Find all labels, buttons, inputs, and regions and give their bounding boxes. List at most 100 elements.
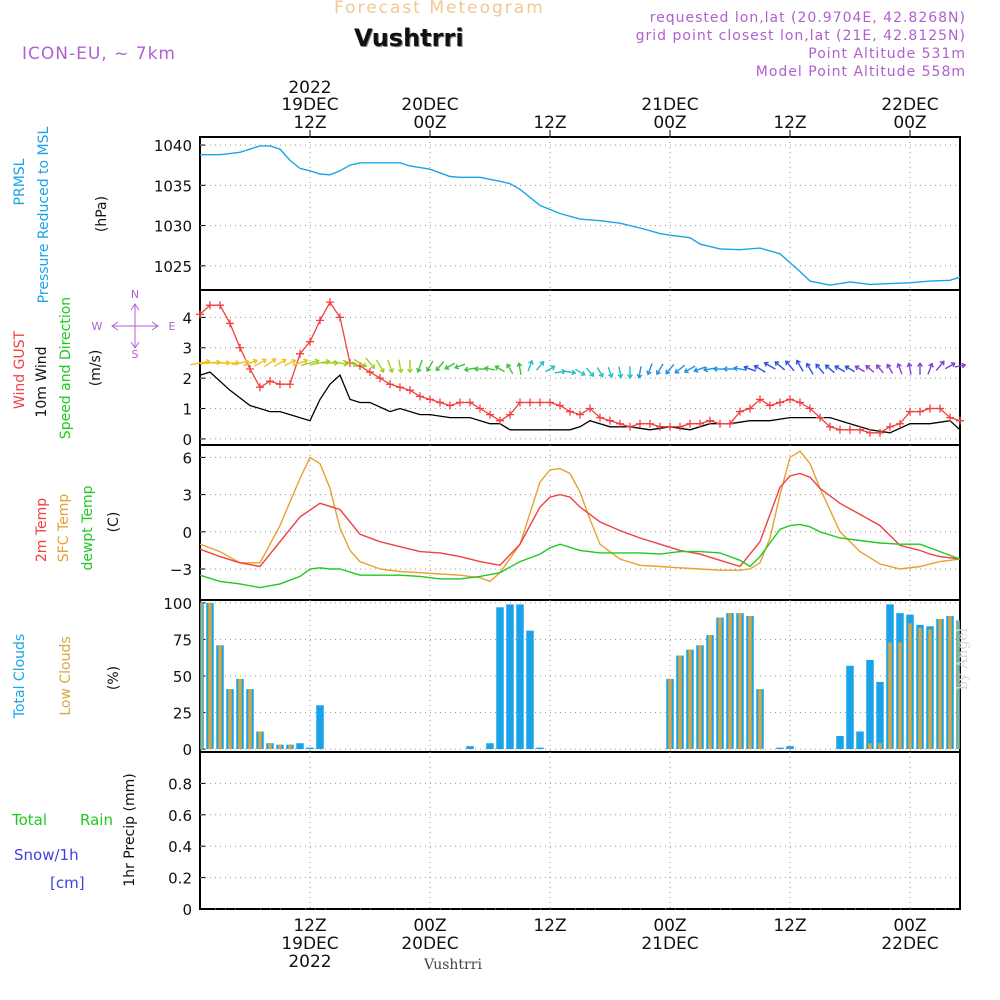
gust-marker bbox=[606, 416, 614, 425]
wind-arrow bbox=[815, 363, 825, 375]
gust-marker bbox=[726, 419, 734, 428]
wind-arrowhead bbox=[216, 359, 222, 366]
gust-marker bbox=[656, 422, 664, 431]
gust-marker bbox=[396, 383, 404, 392]
wind-arrow bbox=[607, 366, 613, 378]
gust-marker bbox=[476, 404, 484, 413]
low-cloud-bar bbox=[948, 616, 952, 750]
gust-marker bbox=[546, 398, 554, 407]
wind-arrow bbox=[694, 366, 706, 372]
dewpt-label: dewpt Temp bbox=[80, 485, 96, 570]
low-cloud-bar bbox=[748, 616, 752, 750]
wind-arrow bbox=[231, 360, 249, 366]
wind-arrowhead bbox=[824, 364, 830, 370]
ytick-label: 50 bbox=[173, 668, 192, 686]
top-date-label: 21DEC bbox=[641, 95, 698, 115]
gust-marker bbox=[276, 380, 284, 389]
total-cloud-bar bbox=[296, 743, 304, 750]
gust-marker bbox=[856, 425, 864, 434]
wind-arrow bbox=[785, 360, 795, 372]
gust-marker bbox=[286, 380, 294, 389]
gust-marker bbox=[596, 413, 604, 422]
wind-arrow bbox=[444, 362, 456, 370]
ytick-label: 0.6 bbox=[168, 807, 192, 825]
compass-s: S bbox=[132, 348, 139, 361]
bottom-hour-label: 00Z bbox=[653, 916, 686, 936]
wind-arrow bbox=[554, 370, 566, 374]
wind-arrowhead bbox=[494, 365, 500, 371]
model-label: ICON-EU, ~ 7km bbox=[22, 44, 176, 64]
low-cloud-bar bbox=[258, 731, 262, 750]
total-clouds-label: Total Clouds bbox=[12, 634, 28, 719]
wind-arrowhead bbox=[815, 363, 821, 369]
wind-arrowhead bbox=[844, 365, 850, 371]
wind-arrowhead bbox=[646, 370, 652, 376]
location-title: Vushtrri bbox=[354, 24, 464, 52]
wind-arrowhead bbox=[722, 366, 728, 372]
top-date-label: 22DEC bbox=[881, 95, 938, 115]
wind-arrow bbox=[876, 364, 884, 374]
gust-marker bbox=[826, 422, 834, 431]
wind-arrow bbox=[301, 359, 319, 366]
wind-arrow bbox=[774, 361, 786, 371]
total-cloud-bar bbox=[506, 604, 514, 750]
clouds-unit: (%) bbox=[106, 666, 122, 690]
wind-arrowhead bbox=[753, 364, 759, 370]
bottom-hour-label: 12Z bbox=[773, 916, 806, 936]
ytick-label: 6 bbox=[182, 449, 192, 467]
total-cloud-bar bbox=[536, 747, 544, 750]
wind-arrow bbox=[944, 362, 956, 370]
gust-marker bbox=[406, 386, 414, 395]
wind-arrow bbox=[886, 364, 894, 374]
gust-marker bbox=[936, 404, 944, 413]
gust-marker bbox=[436, 398, 444, 407]
wind-arrow bbox=[274, 359, 286, 367]
bottom-hour-label: 00Z bbox=[413, 916, 446, 936]
wind-arrowhead bbox=[732, 365, 738, 372]
wind-arrowhead bbox=[453, 364, 460, 370]
wind-arrow bbox=[435, 361, 445, 371]
total-label: Total bbox=[11, 811, 47, 829]
wind-arrowhead bbox=[397, 368, 404, 374]
gust-marker bbox=[756, 395, 764, 404]
wind-arrowhead bbox=[805, 362, 811, 368]
gust-marker bbox=[526, 398, 534, 407]
gust-marker bbox=[246, 365, 254, 374]
ytick-label: 1040 bbox=[154, 137, 192, 155]
low-cloud-bar bbox=[201, 602, 203, 750]
wind-arrowhead bbox=[580, 370, 586, 376]
gust-marker bbox=[496, 416, 504, 425]
wind-arrowhead bbox=[291, 358, 297, 365]
gust-marker bbox=[846, 425, 854, 434]
wind-arrowhead bbox=[303, 358, 309, 364]
wind-arrow bbox=[310, 360, 330, 366]
wind-arrowhead bbox=[281, 358, 287, 364]
low-cloud-bar bbox=[878, 743, 882, 750]
top-date-label: 20DEC bbox=[401, 95, 458, 115]
low-cloud-bar bbox=[928, 629, 932, 750]
wind-arrow bbox=[684, 365, 696, 373]
gust-marker bbox=[266, 377, 274, 386]
wind-arrow bbox=[638, 366, 642, 378]
wind-arrowhead bbox=[774, 361, 780, 367]
wind-arrow bbox=[426, 360, 434, 372]
wind-speed-line bbox=[199, 371, 961, 434]
gust-marker bbox=[916, 407, 924, 416]
wind-arrowhead bbox=[426, 366, 432, 372]
wind-arrow bbox=[596, 367, 604, 377]
compass-rose bbox=[111, 303, 159, 349]
sfc-temp-line bbox=[199, 450, 961, 583]
compass-e: E bbox=[169, 320, 176, 333]
wind-arrowhead bbox=[683, 368, 689, 374]
wind-arrowhead bbox=[483, 365, 489, 372]
wind-arrow bbox=[897, 363, 903, 375]
low-cloud-bar bbox=[668, 678, 672, 750]
gust-marker bbox=[366, 368, 374, 377]
gust-marker bbox=[776, 398, 784, 407]
gust-marker bbox=[626, 422, 634, 431]
top-year-label: 2022 bbox=[288, 78, 331, 98]
wind-arrow bbox=[796, 360, 804, 372]
panel-frame-1 bbox=[199, 136, 961, 291]
wind-arrowhead bbox=[379, 367, 385, 374]
